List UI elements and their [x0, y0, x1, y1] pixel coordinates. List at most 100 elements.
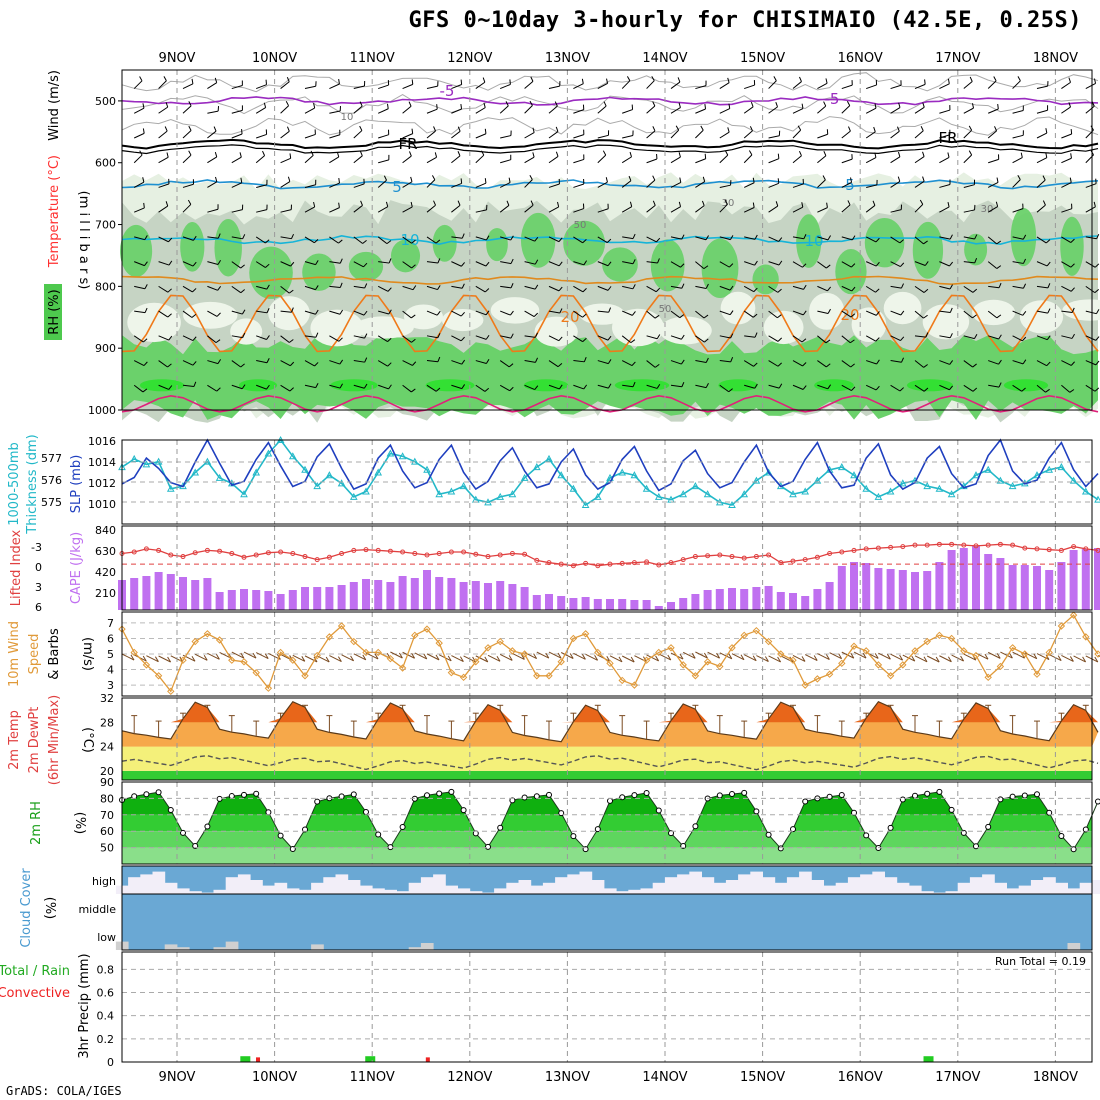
wind-barb-staff	[670, 107, 681, 114]
rh-blob-dry	[403, 304, 444, 330]
wind-barb-staff	[133, 384, 144, 393]
rh-blob-humid	[602, 247, 638, 282]
li-point	[363, 547, 369, 553]
wind-barb-staff	[378, 159, 389, 164]
wind-barb-staff	[792, 310, 804, 316]
rh2m-point	[668, 830, 674, 837]
wind10m-barb-feather	[398, 652, 403, 659]
thickness-point	[374, 468, 383, 476]
rh2m-point	[314, 798, 321, 805]
wind-barb-feather	[897, 176, 901, 182]
rh2m-point	[655, 807, 662, 814]
li-point	[900, 544, 906, 550]
wind-speed-point	[984, 673, 992, 682]
cape-label-group-2: CAPE (J/kg)	[69, 532, 84, 604]
wind-barb-feather	[652, 101, 656, 107]
wind-barb-feather	[433, 126, 436, 132]
wind-barb-staff	[475, 285, 486, 293]
wind10m-barb	[609, 655, 623, 663]
cloud-high-gap	[982, 874, 995, 894]
wind-barb-staff	[695, 181, 705, 188]
wind-barb-staff	[1085, 82, 1096, 89]
upper-ytick-500: 500	[95, 95, 116, 108]
cloud-high-gap	[469, 891, 483, 894]
wind-barb-staff	[621, 335, 632, 344]
cape-bar	[715, 589, 724, 610]
rh-blob-humid	[302, 253, 336, 291]
wind-barb-staff	[426, 204, 436, 213]
wind-barb-feather	[187, 199, 192, 205]
wind-barb-feather	[681, 334, 685, 340]
wind-barb-staff	[890, 310, 902, 316]
cape-bar	[227, 590, 236, 610]
wind-barb-feather	[899, 387, 904, 392]
wind-barb-feather	[530, 76, 534, 82]
cape-bar	[1057, 562, 1066, 610]
li-point	[619, 560, 625, 566]
cape-bar	[313, 587, 322, 610]
wind10m-barb	[695, 651, 708, 659]
wind-barb-staff	[182, 360, 194, 366]
wind-barb-feather	[139, 150, 143, 156]
thickness-point	[862, 484, 871, 492]
cape-bar	[508, 584, 517, 610]
wind-barb-feather	[241, 309, 246, 315]
wind-barb-feather	[144, 235, 148, 240]
wind10m-barb	[926, 655, 940, 663]
cape-bar	[288, 590, 297, 610]
wind-barb-staff	[134, 207, 145, 213]
cape-bar	[850, 562, 858, 610]
wind-barb-feather	[897, 126, 900, 132]
wind-barb-staff	[256, 209, 268, 213]
wind-barb-feather	[510, 283, 514, 289]
wind-barb-feather	[631, 311, 636, 316]
wind-barb-staff	[988, 108, 999, 114]
cape-bar	[923, 571, 932, 610]
wind-speed-point	[301, 672, 309, 680]
wind-barb-staff	[914, 360, 924, 368]
wind-barb-feather	[1047, 283, 1051, 289]
li-point	[253, 552, 259, 558]
cloud-label: Cloud Cover	[19, 868, 34, 948]
wind-barb-feather	[582, 337, 587, 343]
li-point	[644, 559, 650, 565]
temp-panel	[121, 700, 1099, 780]
cloud-high-gap	[689, 871, 702, 894]
wind-barb-staff	[573, 109, 584, 114]
wind-barb-feather	[460, 79, 463, 85]
wind-barb-staff	[353, 85, 365, 90]
thickness-label-2: Thickness (dm)	[25, 434, 40, 534]
wind10m-barb	[1024, 652, 1038, 660]
thickness-point	[813, 476, 822, 484]
date-label-top-14nov: 14NOV	[642, 51, 687, 66]
rh2m-point	[570, 833, 577, 840]
rh2m-point	[387, 844, 394, 851]
wind-barb-feather	[801, 202, 804, 208]
wind10m-barb	[255, 652, 269, 660]
wind-barb-feather	[608, 307, 612, 313]
rh-band-70	[122, 335, 1098, 420]
rh-blob-humid	[796, 214, 822, 268]
cape-bar	[801, 596, 810, 610]
cape-bar	[166, 574, 175, 610]
isotherm-fr-double	[121, 144, 1099, 155]
cape-bar	[1008, 565, 1017, 610]
wind10m-barb	[939, 655, 952, 663]
wind-barb-feather	[339, 282, 343, 288]
wind-barb-feather	[535, 332, 538, 338]
wind10m-barb	[719, 652, 733, 660]
thickness-tick: 576	[41, 474, 62, 487]
cloud-high-gap	[323, 877, 336, 894]
wind-barb-staff	[646, 80, 655, 89]
rh2m-point	[607, 797, 613, 804]
wind-barb-feather	[216, 312, 221, 317]
wind-barb-feather	[998, 382, 1002, 388]
wind-speed-point	[1008, 644, 1017, 652]
slp-panel	[118, 435, 1100, 509]
cloud-high-gap	[786, 877, 800, 894]
cape-bar	[642, 600, 651, 610]
cape-bar	[398, 576, 407, 610]
wind-barb-staff	[280, 384, 291, 392]
wind-barb-staff	[231, 285, 242, 294]
wind-barb-staff	[817, 285, 828, 292]
